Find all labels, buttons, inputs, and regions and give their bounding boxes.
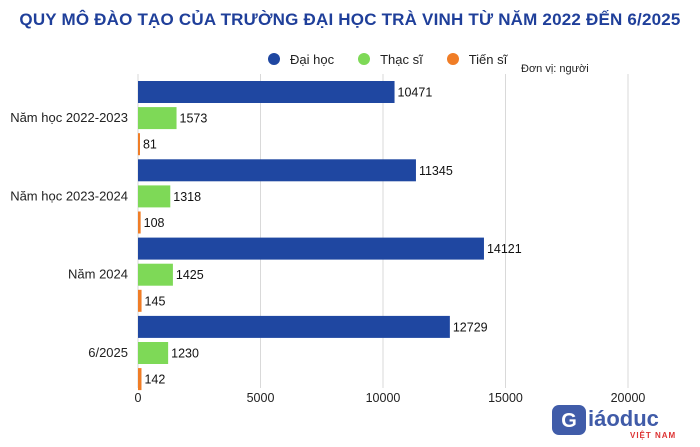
x-tick-label-3: 15000 — [488, 391, 523, 405]
bar-3-1 — [138, 342, 169, 364]
x-tick-label-4: 20000 — [611, 391, 646, 405]
legend: Đại học Thạc sĩ Tiến sĩ — [268, 50, 531, 68]
data-label-3-1: 1230 — [171, 347, 199, 361]
bar-0-0 — [138, 81, 395, 103]
bar-0-2 — [138, 133, 140, 156]
legend-swatch-thac-si — [358, 53, 371, 65]
bar-2-2 — [138, 289, 142, 312]
legend-swatch-dai-hoc — [268, 53, 280, 65]
x-tick-label-0: 0 — [135, 391, 142, 405]
chart-title: QUY MÔ ĐÀO TẠO CỦA TRƯỜNG ĐẠI HỌC TRÀ VI… — [19, 10, 681, 29]
data-label-1-1: 1318 — [173, 190, 201, 204]
category-label-2: Năm 2024 — [68, 267, 128, 282]
bar-1-1 — [138, 185, 171, 208]
data-label-2-1: 1425 — [176, 268, 204, 282]
bar-3-2 — [138, 368, 142, 391]
data-label-0-2: 81 — [143, 138, 157, 152]
legend-item-tien-si: Tiến sĩ — [446, 51, 508, 67]
legend-item-dai-hoc: Đại học — [268, 52, 334, 67]
giaoduc-logo-icon: G iáoduc VIỆT NAM — [552, 405, 676, 440]
x-tick-label-1: 5000 — [247, 391, 275, 405]
data-label-2-0: 14121 — [487, 242, 522, 256]
bar-0-1 — [138, 107, 177, 130]
unit-label: Đơn vị: người — [521, 63, 589, 75]
data-label-3-2: 142 — [144, 373, 165, 387]
bar-2-0 — [138, 237, 484, 260]
bar-2-1 — [138, 263, 173, 286]
legend-label-tien-si: Tiến sĩ — [468, 51, 508, 67]
bar-3-0 — [138, 315, 450, 338]
svg-text:VIỆT NAM: VIỆT NAM — [630, 431, 676, 440]
legend-label-thac-si: Thạc sĩ — [380, 51, 423, 67]
data-label-0-1: 1573 — [180, 112, 208, 126]
x-tick-label-2: 10000 — [366, 391, 401, 405]
legend-swatch-tien-si — [446, 53, 459, 65]
svg-text:G: G — [561, 410, 577, 432]
svg-text:iáoduc: iáoduc — [588, 406, 659, 431]
data-label-3-0: 12729 — [453, 320, 488, 334]
category-label-3: 6/2025 — [88, 345, 128, 360]
bar-1-0 — [138, 159, 416, 182]
category-label-0: Năm học 2022-2023 — [10, 110, 128, 125]
data-label-1-2: 108 — [144, 216, 165, 230]
data-label-2-2: 145 — [145, 294, 166, 308]
data-label-0-0: 10471 — [398, 86, 433, 100]
category-label-1: Năm học 2023-2024 — [10, 188, 128, 203]
data-label-1-0: 11345 — [419, 164, 453, 178]
bar-1-2 — [138, 211, 141, 234]
legend-label-dai-hoc: Đại học — [290, 51, 335, 67]
legend-item-thac-si: Thạc sĩ — [358, 52, 423, 67]
